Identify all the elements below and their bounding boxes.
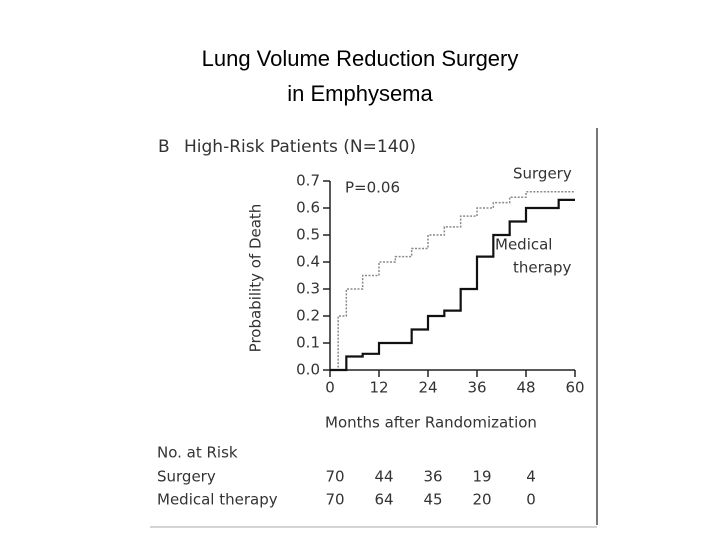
x-tick-label: 36 [467,379,486,397]
y-tick-label: 0.3 [296,280,320,298]
at-risk-row-label: Surgery [157,468,216,486]
x-tick-label: 48 [516,379,535,397]
at-risk-count: 0 [526,491,536,509]
at-risk-row-label: Medical therapy [157,491,278,509]
y-tick-label: 0.6 [296,199,320,217]
slide-title: in Emphysema [287,81,433,106]
at-risk-count: 20 [472,491,491,509]
y-tick-label: 0.4 [296,253,320,271]
y-tick-label: 0.1 [296,334,320,352]
survival-curve [330,198,575,372]
series-label: Medical [495,236,552,254]
y-tick-label: 0.7 [296,172,320,190]
y-tick-label: 0.5 [296,226,320,244]
at-risk-count: 44 [374,468,393,486]
panel-label: B [158,137,170,157]
x-tick-label: 0 [325,379,335,397]
at-risk-count: 70 [325,468,344,486]
at-risk-count: 70 [325,491,344,509]
at-risk-count: 45 [423,491,442,509]
x-tick-label: 24 [418,379,437,397]
at-risk-title: No. at Risk [157,444,238,462]
series-label: Surgery [513,165,572,183]
y-axis-label: Probability of Death [247,204,265,353]
y-tick-label: 0.2 [296,307,320,325]
survival-curve [330,191,575,371]
at-risk-count: 36 [423,468,442,486]
at-risk-count: 4 [526,468,536,486]
y-tick-label: 0.0 [296,361,320,379]
slide-title: Lung Volume Reduction Surgery [202,46,519,71]
x-tick-label: 12 [369,379,388,397]
series-label: therapy [513,259,571,277]
x-axis-label: Months after Randomization [325,414,537,432]
p-value: P=0.06 [345,179,400,197]
x-tick-label: 60 [565,379,584,397]
at-risk-count: 64 [374,491,393,509]
at-risk-count: 19 [472,468,491,486]
chart-title: High-Risk Patients (N=140) [184,137,416,157]
